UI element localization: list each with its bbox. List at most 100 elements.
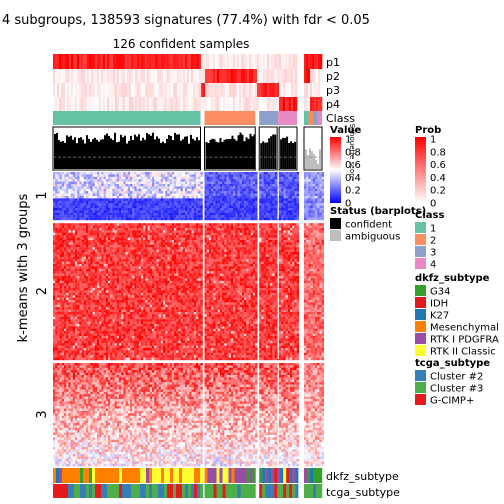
- prob-cell: [143, 54, 146, 69]
- heatmap-cell: [110, 256, 113, 260]
- heatmap-cell: [152, 254, 155, 257]
- heatmap-cell: [156, 273, 159, 277]
- heatmap-cell: [174, 254, 177, 257]
- heatmap-cell: [72, 268, 76, 272]
- prob-cell: [283, 69, 286, 83]
- heatmap-cell: [154, 268, 157, 272]
- heatmap-cell: [174, 186, 177, 189]
- heatmap-cell: [296, 215, 299, 218]
- heatmap-cell: [198, 186, 201, 189]
- heatmap-cell: [208, 196, 212, 199]
- heatmap-cell: [208, 176, 212, 180]
- heatmap-cell: [101, 205, 104, 209]
- heatmap-cell: [235, 186, 238, 189]
- prob-cell: [109, 69, 112, 83]
- heatmap-cell: [315, 212, 318, 216]
- heatmap-cell: [263, 200, 266, 204]
- heatmap-cell: [79, 217, 82, 221]
- heatmap-cell: [187, 203, 190, 206]
- heatmap-cell: [180, 230, 183, 233]
- heatmap-cell: [176, 271, 179, 274]
- heatmap-cell: [86, 172, 89, 175]
- heatmap-cell: [105, 217, 109, 221]
- heatmap-cell: [187, 196, 190, 199]
- heatmap-cell: [319, 200, 322, 204]
- heatmap-cell: [77, 290, 80, 293]
- heatmap-cell: [64, 268, 67, 272]
- silhouette-bar: [170, 136, 172, 169]
- heatmap-cell: [66, 290, 69, 293]
- heatmap-cell: [92, 174, 95, 177]
- heatmap-cell: [200, 176, 203, 180]
- heatmap-cell: [312, 179, 316, 182]
- heatmap-cell: [105, 181, 109, 185]
- heatmap-cell: [114, 184, 117, 187]
- heatmap-cell: [79, 205, 82, 209]
- heatmap-cell: [132, 276, 135, 279]
- heatmap-cell: [97, 193, 100, 197]
- heatmap-cell: [119, 273, 122, 277]
- heatmap-cell: [53, 256, 56, 260]
- heatmap-cell: [246, 191, 249, 194]
- heatmap-cell: [259, 212, 262, 216]
- silhouette-bar: [84, 143, 86, 169]
- heatmap-cell: [105, 228, 109, 231]
- heatmap-cell: [81, 252, 84, 255]
- heatmap-cell: [105, 280, 109, 284]
- heatmap-cell: [191, 228, 194, 231]
- heatmap-cell: [211, 174, 214, 177]
- heatmap-cell: [143, 268, 146, 272]
- heatmap-cell: [103, 240, 106, 243]
- heatmap-cell: [163, 228, 166, 231]
- heatmap-cell: [283, 188, 286, 192]
- heatmap-cell: [64, 181, 67, 185]
- heatmap-cell: [97, 283, 100, 286]
- heatmap-cell: [312, 186, 316, 189]
- heatmap-cell: [88, 264, 91, 267]
- heatmap-cell: [101, 290, 104, 293]
- heatmap-cell: [235, 198, 238, 201]
- heatmap-cell: [187, 249, 190, 253]
- heatmap-cell: [279, 217, 282, 221]
- heatmap-cell: [215, 196, 218, 199]
- heatmap-cell: [285, 212, 288, 216]
- heatmap-cell: [312, 198, 316, 201]
- heatmap-cell: [99, 230, 102, 233]
- heatmap-cell: [132, 203, 135, 206]
- prob-cell: [229, 83, 232, 97]
- heatmap-cell: [178, 225, 181, 229]
- heatmap-cell: [57, 186, 60, 189]
- heatmap-cell: [255, 215, 258, 218]
- heatmap-cell: [198, 261, 201, 265]
- heatmap-cell: [110, 240, 113, 243]
- heatmap-cell: [70, 254, 73, 257]
- prob-cell: [318, 69, 321, 83]
- heatmap-cell: [263, 184, 266, 187]
- heatmap-cell: [121, 278, 124, 281]
- prob-cell: [61, 83, 64, 97]
- heatmap-cell: [290, 172, 293, 175]
- heatmap-cell: [189, 283, 192, 286]
- heatmap-cell: [92, 242, 95, 245]
- heatmap-cell: [200, 247, 203, 250]
- heatmap-cell: [152, 271, 155, 274]
- heatmap-cell: [169, 268, 172, 272]
- heatmap-cell: [176, 198, 179, 201]
- heatmap-cell: [138, 276, 142, 279]
- heatmap-cell: [70, 200, 73, 204]
- prob-cell: [183, 83, 186, 97]
- heatmap-cell: [88, 203, 91, 206]
- heatmap-cell: [206, 217, 210, 221]
- heatmap-cell: [81, 217, 84, 221]
- prob-cell: [193, 83, 196, 97]
- heatmap-cell: [182, 280, 186, 284]
- prob-cell: [61, 54, 64, 69]
- heatmap-cell: [81, 271, 84, 274]
- heatmap-cell: [261, 217, 264, 221]
- prob-cell: [65, 54, 68, 69]
- heatmap-cell: [204, 212, 207, 216]
- heatmap-cell: [119, 176, 122, 180]
- heatmap-cell: [55, 181, 58, 185]
- heatmap-cell: [125, 230, 128, 233]
- heatmap-cell: [123, 188, 126, 192]
